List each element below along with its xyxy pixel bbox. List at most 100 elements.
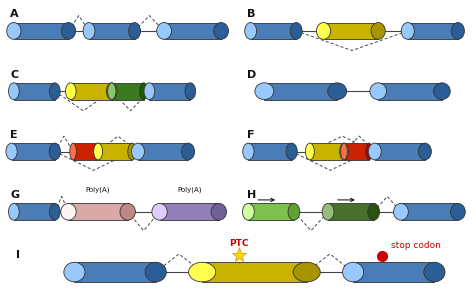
Ellipse shape [419,143,431,160]
Ellipse shape [9,203,19,220]
Text: B: B [247,9,255,19]
Text: A: A [10,9,19,19]
Ellipse shape [9,83,19,100]
Ellipse shape [305,143,314,160]
Ellipse shape [95,143,101,160]
Ellipse shape [64,262,85,282]
Ellipse shape [317,22,331,39]
Text: E: E [10,130,18,140]
Ellipse shape [139,83,148,100]
Ellipse shape [128,143,137,160]
Ellipse shape [128,22,140,39]
Polygon shape [164,22,221,39]
Text: H: H [247,190,256,200]
Ellipse shape [328,83,346,100]
Polygon shape [401,203,458,220]
Ellipse shape [49,83,60,100]
Polygon shape [138,143,188,160]
Ellipse shape [255,83,274,100]
Ellipse shape [368,203,380,220]
Ellipse shape [65,83,76,100]
Ellipse shape [70,143,76,160]
Polygon shape [408,22,458,39]
Polygon shape [11,143,55,160]
Ellipse shape [290,22,302,39]
Polygon shape [14,203,55,220]
Ellipse shape [424,262,445,282]
Ellipse shape [339,143,348,160]
Ellipse shape [49,143,61,160]
Ellipse shape [144,83,155,100]
Ellipse shape [341,143,347,160]
Ellipse shape [211,203,227,220]
Text: D: D [247,70,256,80]
Polygon shape [149,83,191,100]
Ellipse shape [322,203,334,220]
Ellipse shape [189,262,216,282]
Polygon shape [324,22,378,39]
Ellipse shape [293,262,320,282]
Ellipse shape [214,22,228,39]
Text: PTC: PTC [229,239,248,248]
Ellipse shape [182,143,194,160]
Polygon shape [378,83,442,100]
Polygon shape [112,83,144,100]
Polygon shape [74,262,155,282]
Ellipse shape [107,83,117,100]
Polygon shape [248,203,294,220]
Ellipse shape [288,203,300,220]
Ellipse shape [370,83,386,100]
Polygon shape [89,22,135,39]
Ellipse shape [368,143,381,160]
Ellipse shape [393,203,408,220]
Ellipse shape [61,203,76,220]
Ellipse shape [145,262,166,282]
Ellipse shape [371,22,385,39]
Polygon shape [98,143,132,160]
Ellipse shape [94,143,102,160]
Ellipse shape [185,83,196,100]
Ellipse shape [6,143,17,160]
Polygon shape [264,83,337,100]
Text: stop codon: stop codon [392,241,441,250]
Ellipse shape [343,262,364,282]
Polygon shape [251,22,296,39]
Text: G: G [10,190,19,200]
Ellipse shape [243,203,255,220]
Polygon shape [353,262,434,282]
Ellipse shape [83,22,95,39]
Polygon shape [328,203,374,220]
Ellipse shape [451,22,465,39]
Ellipse shape [7,22,21,39]
Polygon shape [310,143,344,160]
Polygon shape [71,83,112,100]
Text: C: C [10,70,18,80]
Ellipse shape [243,143,254,160]
Polygon shape [69,203,128,220]
Ellipse shape [157,22,172,39]
Polygon shape [375,143,425,160]
Ellipse shape [108,83,116,100]
Ellipse shape [450,203,465,220]
Ellipse shape [152,203,167,220]
Ellipse shape [49,203,60,220]
Ellipse shape [434,83,450,100]
Polygon shape [344,143,369,160]
Text: I: I [16,251,20,261]
Polygon shape [160,203,219,220]
Text: F: F [247,130,255,140]
Polygon shape [73,143,98,160]
Text: Poly(A): Poly(A) [86,187,110,193]
Polygon shape [202,262,307,282]
Polygon shape [14,83,55,100]
Ellipse shape [245,22,256,39]
Ellipse shape [401,22,414,39]
Polygon shape [248,143,292,160]
Ellipse shape [131,143,145,160]
Text: Poly(A): Poly(A) [177,187,201,193]
Ellipse shape [62,22,75,39]
Ellipse shape [366,143,372,160]
Ellipse shape [120,203,136,220]
Polygon shape [14,22,69,39]
Ellipse shape [286,143,297,160]
